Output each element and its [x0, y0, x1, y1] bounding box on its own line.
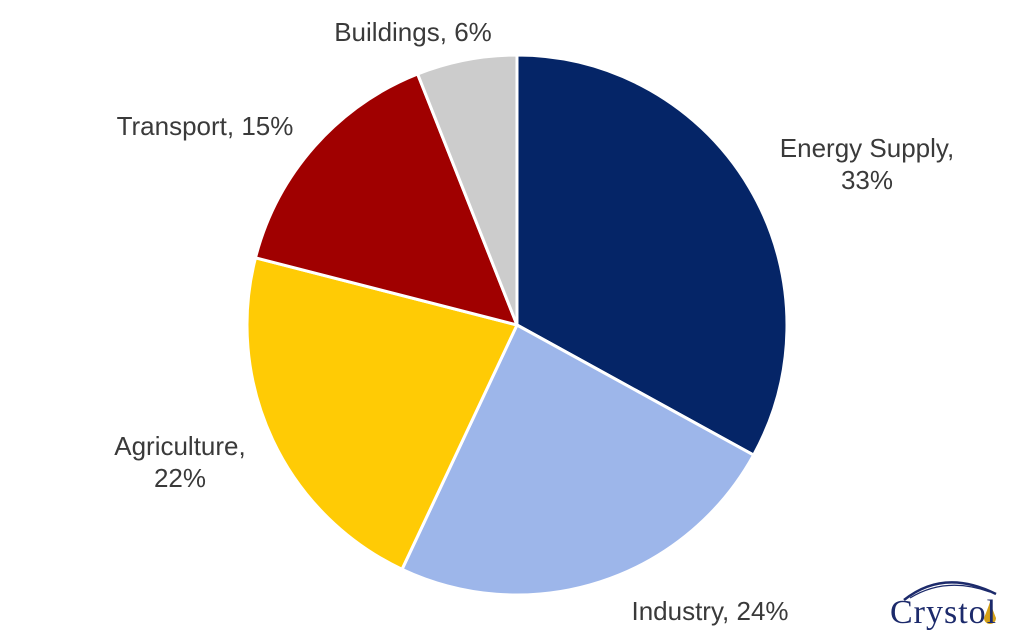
label-agriculture: Agriculture, 22%	[114, 431, 246, 493]
label-energy-supply: Energy Supply, 33%	[779, 133, 955, 195]
pie-slice-agriculture	[245, 256, 519, 571]
crystol-logo: Crystol	[884, 574, 1014, 638]
label-industry: Industry, 24%	[631, 596, 789, 626]
logo-drop-icon	[984, 602, 996, 624]
pie-slice-transport	[253, 72, 519, 327]
label-transport: Transport, 15%	[116, 111, 294, 141]
label-buildings: Buildings, 6%	[334, 17, 492, 47]
pie-slice-industry	[400, 323, 756, 597]
logo-swoosh-icon	[903, 581, 997, 624]
pie-slice-energy-supply	[515, 53, 789, 457]
pie-slice-buildings	[416, 53, 519, 327]
pie-slices	[245, 53, 789, 597]
logo-text: Crystol	[890, 594, 998, 631]
